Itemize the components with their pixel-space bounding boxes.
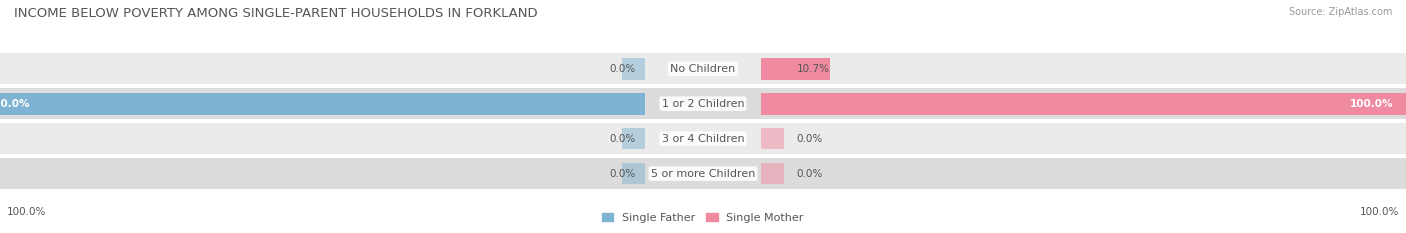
Bar: [761, 158, 1406, 189]
Text: 1 or 2 Children: 1 or 2 Children: [662, 99, 744, 109]
Bar: [623, 128, 645, 150]
Text: 0.0%: 0.0%: [797, 134, 823, 144]
Text: Source: ZipAtlas.com: Source: ZipAtlas.com: [1288, 7, 1392, 17]
Bar: [0, 93, 645, 115]
Bar: [623, 58, 645, 80]
Bar: [645, 88, 761, 119]
Bar: [761, 128, 783, 150]
Text: 100.0%: 100.0%: [1360, 207, 1399, 217]
Text: 0.0%: 0.0%: [609, 64, 636, 74]
Bar: [0, 123, 645, 154]
Bar: [645, 158, 761, 189]
Text: 0.0%: 0.0%: [609, 169, 636, 178]
Text: 5 or more Children: 5 or more Children: [651, 169, 755, 178]
Text: 100.0%: 100.0%: [1350, 99, 1393, 109]
Bar: [761, 58, 830, 80]
Text: 10.7%: 10.7%: [797, 64, 830, 74]
Bar: [761, 163, 783, 185]
Bar: [645, 53, 761, 84]
Bar: [761, 93, 1406, 115]
Text: 3 or 4 Children: 3 or 4 Children: [662, 134, 744, 144]
Text: No Children: No Children: [671, 64, 735, 74]
Text: 0.0%: 0.0%: [609, 134, 636, 144]
Bar: [761, 88, 1406, 119]
Bar: [0, 88, 645, 119]
Text: 100.0%: 100.0%: [7, 207, 46, 217]
Legend: Single Father, Single Mother: Single Father, Single Mother: [598, 209, 808, 227]
Bar: [645, 123, 761, 154]
Bar: [623, 163, 645, 185]
Text: 0.0%: 0.0%: [797, 169, 823, 178]
Bar: [761, 123, 1406, 154]
Bar: [0, 53, 645, 84]
Text: INCOME BELOW POVERTY AMONG SINGLE-PARENT HOUSEHOLDS IN FORKLAND: INCOME BELOW POVERTY AMONG SINGLE-PARENT…: [14, 7, 537, 20]
Text: 100.0%: 100.0%: [0, 99, 31, 109]
Bar: [0, 158, 645, 189]
Bar: [761, 53, 1406, 84]
